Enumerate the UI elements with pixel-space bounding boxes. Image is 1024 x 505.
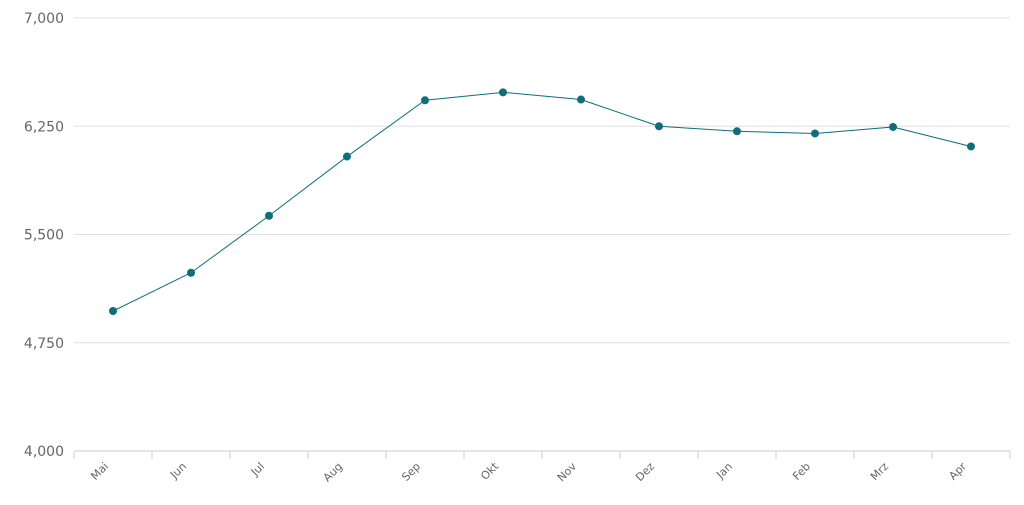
x-tick-label: Sep bbox=[399, 460, 423, 484]
data-point[interactable] bbox=[421, 96, 429, 105]
series-layer bbox=[109, 88, 975, 315]
x-tick-label: Jan bbox=[713, 460, 735, 482]
y-tick-label: 4,750 bbox=[24, 336, 64, 352]
x-tick-label: Okt bbox=[478, 459, 501, 482]
x-tick-label: Jun bbox=[167, 460, 189, 482]
y-tick-label: 5,500 bbox=[24, 228, 64, 244]
x-tick-label: Apr bbox=[946, 460, 969, 483]
x-tick-label: Mrz bbox=[868, 460, 891, 483]
data-point[interactable] bbox=[109, 306, 117, 315]
x-tick-label: Mai bbox=[88, 460, 111, 483]
y-tick-label: 6,250 bbox=[24, 119, 64, 135]
x-tick-label: Feb bbox=[790, 460, 813, 483]
data-point[interactable] bbox=[967, 142, 975, 151]
data-point[interactable] bbox=[187, 268, 195, 277]
data-point[interactable] bbox=[343, 152, 351, 161]
data-point[interactable] bbox=[811, 129, 819, 138]
x-tick-label: Nov bbox=[555, 460, 580, 485]
data-point[interactable] bbox=[265, 211, 273, 220]
y-tick-label: 4,000 bbox=[24, 444, 64, 460]
x-axis: Mai Jun Jul Aug Sep Okt Nov Dez Jan Feb Mrz Apr bbox=[73, 450, 1011, 485]
series-line bbox=[112, 91, 972, 312]
y-tick-label: 7,000 bbox=[24, 11, 64, 27]
data-point[interactable] bbox=[889, 122, 897, 131]
grid-layer bbox=[74, 17, 1010, 344]
x-tick-label: Aug bbox=[321, 460, 345, 484]
data-point[interactable] bbox=[577, 95, 585, 104]
x-tick-label: Jul bbox=[248, 460, 267, 479]
data-point[interactable] bbox=[655, 122, 663, 131]
x-tick-label: Dez bbox=[633, 460, 657, 484]
data-point[interactable] bbox=[733, 127, 741, 136]
y-axis-labels: 4,000 4,750 5,500 6,250 7,000 bbox=[24, 11, 64, 460]
data-point[interactable] bbox=[499, 88, 507, 97]
